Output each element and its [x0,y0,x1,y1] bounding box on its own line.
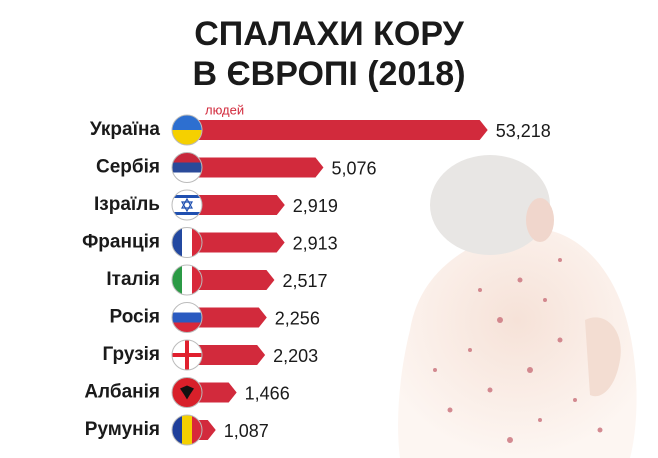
flag-stripe [172,115,202,131]
flag-rim [171,377,203,408]
flag-stripe [192,265,202,295]
flag-stripe [172,162,202,173]
flag [171,189,203,221]
flag-stripe [172,172,202,183]
value-label: 53,218 [496,121,551,141]
flag [171,414,203,446]
flag [171,114,203,146]
value-label: 2,919 [293,196,338,216]
category-label: Грузія [102,344,160,365]
flag-stripe [172,212,202,215]
flag [171,152,203,183]
category-label: Албанія [84,382,160,403]
category-label: Румунія [85,419,160,440]
flag [171,264,203,296]
flag [171,339,203,371]
flag-stripe [172,322,202,333]
flag-body [172,377,202,408]
annotation: людей [205,102,244,117]
flag-stripe [172,353,202,357]
chart-title: В ЄВРОПІ (2018) [192,55,465,93]
flag-body [172,302,202,333]
category-label: Україна [90,119,161,140]
bar [185,307,267,328]
flag [171,227,203,258]
flag-stripe [182,265,193,295]
flag [171,302,203,333]
category-label: Росія [110,307,161,328]
bar [185,345,266,365]
flag-body [172,115,202,145]
bar [185,195,285,215]
person-illustration [398,155,637,458]
flag-body [172,265,202,295]
flag-rim [171,264,203,296]
flag-rim [171,302,203,333]
flag-stripe [182,227,193,258]
flag-rim [171,152,203,183]
flag-stripe [192,227,202,258]
bar [185,232,285,253]
flag-rim [171,189,203,221]
value-label: 5,076 [331,158,376,178]
flag-stripe [172,130,202,145]
chart-title: СПАЛАХИ КОРУ [194,15,464,53]
value-label: 1,087 [224,421,269,441]
flag-rim [171,114,203,146]
value-label: 2,203 [273,346,318,366]
flag-star [180,197,194,209]
flag-stripe [192,415,202,445]
bar [185,157,324,178]
flag-stripe [172,227,183,258]
value-label: 2,913 [293,233,338,253]
value-label: 2,517 [282,271,327,291]
flag-rim [171,227,203,258]
flag-eagle [180,385,194,400]
flag [171,377,203,408]
flag-stripe [172,312,202,323]
category-label: Ізраїль [94,194,160,215]
category-label: Італія [106,269,160,290]
flag-stripe [172,195,202,198]
flag-rim [171,414,203,446]
value-label: 1,466 [245,383,290,403]
flag-body [172,152,202,183]
flag-stripe [172,152,202,163]
flag-body [172,227,202,258]
value-label: 2,256 [275,308,320,328]
flag-star [180,201,194,213]
flag-stripe [172,265,183,295]
bar [185,270,275,290]
flag-rim [171,339,203,371]
category-label: Сербія [96,157,160,178]
flag-body [172,415,202,445]
category-label: Франція [82,232,160,253]
flag-stripe [172,302,202,313]
flag-body [172,190,202,220]
bar [185,120,488,140]
flag-body [172,340,202,370]
flag-stripe [182,415,193,445]
flag-stripe [172,415,183,445]
